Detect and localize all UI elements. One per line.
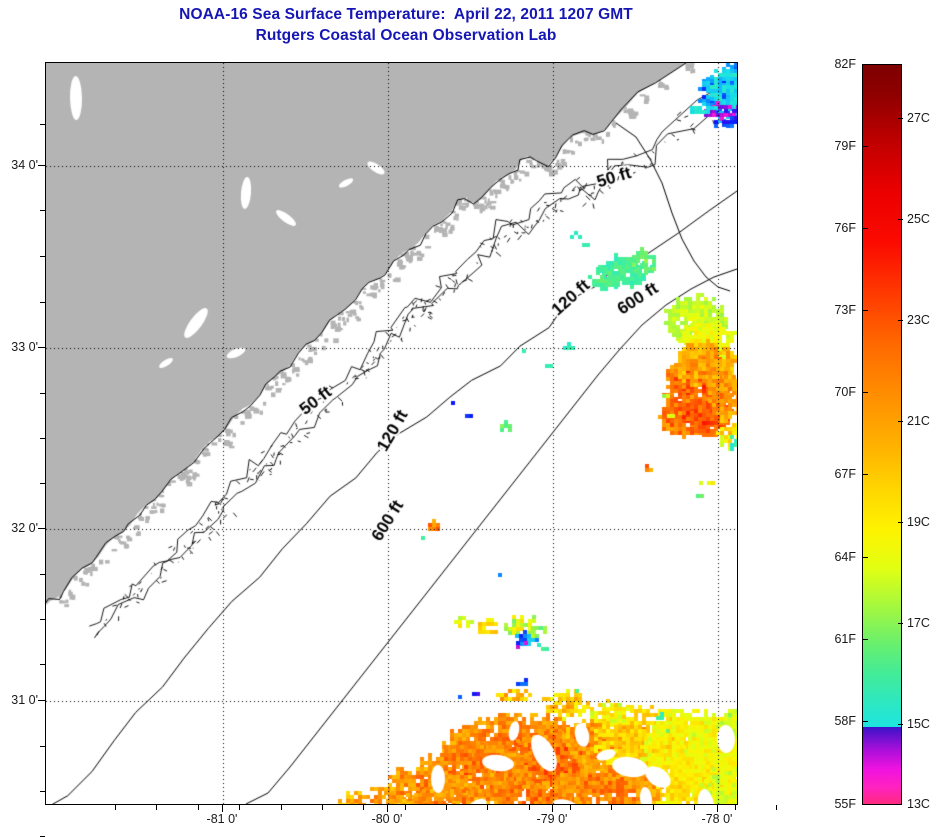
x-axis-minor-tick bbox=[776, 805, 777, 810]
colorbar-label-fahrenheit: 76F bbox=[834, 221, 856, 235]
x-axis-minor-tick bbox=[653, 805, 654, 810]
x-axis-major-tick bbox=[717, 805, 718, 812]
x-axis-minor-tick bbox=[322, 805, 323, 810]
y-axis-major-tick bbox=[38, 528, 45, 529]
colorbar-label-fahrenheit: 79F bbox=[834, 139, 856, 153]
y-axis-minor-tick bbox=[40, 483, 45, 484]
y-axis-minor-tick bbox=[40, 746, 45, 747]
colorbar-tick-celsius bbox=[898, 522, 903, 523]
colorbar-tick-celsius bbox=[898, 724, 903, 725]
y-axis-label: 31 0' bbox=[11, 693, 38, 707]
x-axis-minor-tick bbox=[694, 805, 695, 810]
colorbar-label-celsius: 27C bbox=[907, 111, 930, 125]
x-axis-major-tick bbox=[222, 805, 223, 812]
colorbar-label-fahrenheit: 61F bbox=[834, 632, 856, 646]
y-axis-minor-tick bbox=[40, 256, 45, 257]
colorbar-tick-fahrenheit bbox=[863, 474, 868, 475]
map-clip bbox=[46, 63, 737, 804]
x-axis-minor-tick bbox=[363, 805, 364, 810]
y-axis-minor-tick bbox=[40, 664, 45, 665]
colorbar-tick-fahrenheit bbox=[863, 392, 868, 393]
colorbar-label-celsius: 17C bbox=[907, 616, 930, 630]
colorbar-label-fahrenheit: 64F bbox=[834, 550, 856, 564]
x-axis-minor-tick bbox=[611, 805, 612, 810]
x-axis-label: -80 0' bbox=[371, 812, 403, 826]
x-axis-minor-tick bbox=[405, 805, 406, 810]
colorbar-label-celsius: 19C bbox=[907, 515, 930, 529]
y-axis-minor-tick bbox=[40, 619, 45, 620]
sst-map-panel bbox=[45, 62, 738, 805]
colorbar-label-fahrenheit: 70F bbox=[834, 385, 856, 399]
colorbar-tick-celsius bbox=[898, 421, 903, 422]
x-axis-minor-tick bbox=[239, 805, 240, 810]
colorbar-label-celsius: 13C bbox=[907, 797, 930, 811]
x-axis-label: -79 0' bbox=[536, 812, 568, 826]
x-axis-minor-tick bbox=[115, 805, 116, 810]
y-axis-minor-tick bbox=[40, 574, 45, 575]
y-axis-minor-tick bbox=[40, 210, 45, 211]
y-axis-label: 33 0' bbox=[11, 340, 38, 354]
x-axis-label: -81 0' bbox=[206, 812, 238, 826]
colorbar-tick-celsius bbox=[898, 219, 903, 220]
y-axis-minor-tick bbox=[40, 124, 45, 125]
colorbar-label-fahrenheit: 82F bbox=[834, 57, 856, 71]
colorbar-tick-fahrenheit bbox=[863, 228, 868, 229]
x-axis-label: -78 0' bbox=[701, 812, 733, 826]
y-axis-minor-tick bbox=[40, 302, 45, 303]
colorbar-tick-fahrenheit bbox=[863, 639, 868, 640]
colorbar-gradient bbox=[863, 65, 901, 804]
colorbar-label-celsius: 23C bbox=[907, 313, 930, 327]
colorbar-tick-celsius bbox=[898, 623, 903, 624]
y-axis-label: 34 0' bbox=[11, 158, 38, 172]
y-axis-minor-tick bbox=[40, 393, 45, 394]
x-axis-minor-tick bbox=[487, 805, 488, 810]
colorbar-label-fahrenheit: 55F bbox=[834, 797, 856, 811]
x-axis-minor-tick bbox=[198, 805, 199, 810]
x-axis-minor-tick bbox=[735, 805, 736, 810]
colorbar-label-fahrenheit: 67F bbox=[834, 467, 856, 481]
y-axis-label: 32 0' bbox=[11, 521, 38, 535]
x-axis-minor-tick bbox=[281, 805, 282, 810]
colorbar-label-fahrenheit: 58F bbox=[834, 714, 856, 728]
colorbar-tick-fahrenheit bbox=[863, 310, 868, 311]
y-axis-minor-tick bbox=[40, 438, 45, 439]
colorbar-magenta-band bbox=[863, 727, 901, 804]
x-axis-major-tick bbox=[552, 805, 553, 812]
chart-title-block: NOAA-16 Sea Surface Temperature: April 2… bbox=[0, 4, 812, 46]
colorbar-label-celsius: 25C bbox=[907, 212, 930, 226]
y-axis-major-tick bbox=[38, 700, 45, 701]
colorbar-label-fahrenheit: 73F bbox=[834, 303, 856, 317]
x-axis-major-tick bbox=[387, 805, 388, 812]
colorbar-tick-celsius bbox=[898, 320, 903, 321]
x-axis-minor-tick bbox=[570, 805, 571, 810]
temperature-colorbar bbox=[862, 64, 902, 805]
x-axis-minor-tick bbox=[156, 805, 157, 810]
colorbar-tick-fahrenheit bbox=[863, 557, 868, 558]
y-axis-minor-tick bbox=[40, 791, 45, 792]
colorbar-tick-celsius bbox=[898, 118, 903, 119]
colorbar-tick-fahrenheit bbox=[863, 146, 868, 147]
x-axis-minor-tick bbox=[446, 805, 447, 810]
colorbar-label-celsius: 15C bbox=[907, 717, 930, 731]
title-line-2: Rutgers Coastal Ocean Observation Lab bbox=[255, 27, 557, 44]
title-line-1: NOAA-16 Sea Surface Temperature: April 2… bbox=[179, 6, 633, 23]
sst-map-canvas bbox=[46, 63, 737, 804]
y-axis-major-tick bbox=[38, 165, 45, 166]
colorbar-tick-fahrenheit bbox=[863, 721, 868, 722]
x-axis-minor-tick bbox=[529, 805, 530, 810]
y-axis-major-tick bbox=[38, 347, 45, 348]
colorbar-label-celsius: 21C bbox=[907, 414, 930, 428]
